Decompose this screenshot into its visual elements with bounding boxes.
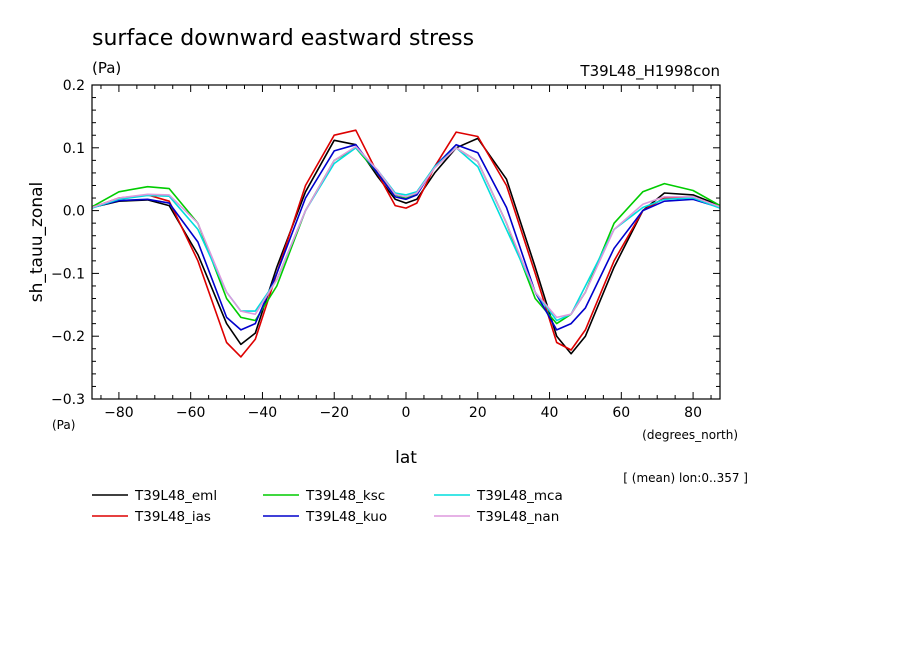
plot-frame — [91, 84, 721, 400]
y-tick-label: 0.1 — [63, 141, 85, 157]
legend-label: T39L48_kuo — [305, 509, 387, 525]
legend-label: T39L48_ias — [134, 509, 211, 525]
y-tick-label: −0.3 — [51, 392, 85, 408]
series-lines — [91, 129, 721, 358]
mean-note: [ (mean) lon:0..357 ] — [623, 471, 748, 485]
y-axis-units: (Pa) — [52, 418, 75, 432]
series-line — [91, 147, 721, 325]
x-tick-label: −20 — [319, 405, 349, 421]
series-line — [91, 143, 721, 331]
series-line — [91, 129, 721, 358]
x-axis-label: lat — [395, 448, 417, 468]
x-tick-label: −60 — [176, 405, 206, 421]
legend-label: T39L48_eml — [134, 488, 217, 504]
x-tick-label: 60 — [612, 405, 630, 421]
y-axis-label: sh_tauu_zonal — [27, 182, 47, 303]
x-tick-label: 0 — [402, 405, 411, 421]
x-tick-labels: −80 −60 −40 −20 0 20 40 60 80 — [104, 405, 702, 421]
series-line — [91, 145, 721, 319]
legend: T39L48_eml T39L48_ias T39L48_ksc T39L48_kuo… — [92, 488, 563, 525]
y-tick-labels: −0.3 −0.2 −0.1 0.0 0.1 0.2 — [51, 78, 85, 408]
x-tick-label: −80 — [104, 405, 134, 421]
run-label: T39L48_H1998con — [579, 62, 720, 81]
legend-label: T39L48_mca — [476, 488, 563, 504]
x-tick-label: −40 — [248, 405, 278, 421]
x-tick-label: 80 — [684, 405, 702, 421]
legend-label: T39L48_nan — [476, 509, 559, 525]
x-tick-label: 20 — [469, 405, 487, 421]
y-tick-label: −0.1 — [51, 266, 85, 282]
y-tick-label: 0.2 — [63, 78, 85, 94]
x-tick-label: 40 — [541, 405, 559, 421]
series-line — [91, 137, 721, 355]
title-units: (Pa) — [92, 59, 121, 77]
x-axis-units: (degrees_north) — [642, 428, 738, 442]
axis-ticks — [92, 84, 720, 400]
chart-title: surface downward eastward stress — [92, 26, 474, 51]
y-tick-label: 0.0 — [63, 204, 85, 220]
y-tick-label: −0.2 — [51, 329, 85, 345]
legend-label: T39L48_ksc — [305, 488, 385, 504]
